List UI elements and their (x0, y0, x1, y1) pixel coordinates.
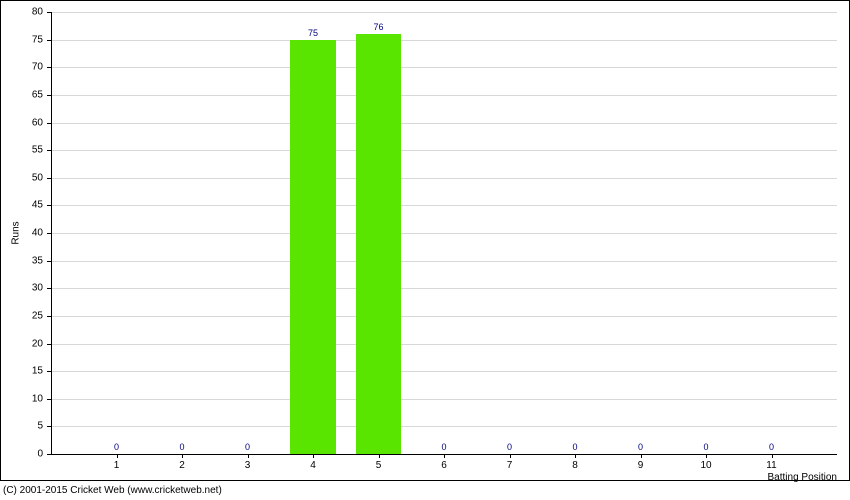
gridline (51, 150, 837, 151)
y-tick-label: 35 (32, 255, 43, 266)
x-tick-mark (641, 454, 642, 458)
y-tick-label: 20 (32, 338, 43, 349)
y-tick-mark (47, 233, 51, 234)
y-tick-mark (47, 344, 51, 345)
x-tick-label: 6 (441, 460, 447, 471)
value-label: 0 (441, 442, 446, 452)
x-tick-label: 9 (638, 460, 644, 471)
y-tick-mark (47, 205, 51, 206)
y-tick-label: 70 (32, 62, 43, 73)
y-tick-mark (47, 261, 51, 262)
gridline (51, 40, 837, 41)
y-tick-label: 0 (37, 449, 43, 460)
x-tick-label: 11 (766, 460, 776, 471)
x-tick-label: 7 (507, 460, 513, 471)
y-tick-mark (47, 426, 51, 427)
y-tick-label: 45 (32, 200, 43, 211)
y-tick-label: 60 (32, 117, 43, 128)
gridline (51, 288, 837, 289)
y-tick-mark (47, 150, 51, 151)
y-tick-mark (47, 178, 51, 179)
gridline (51, 426, 837, 427)
value-label: 0 (703, 442, 708, 452)
y-tick-label: 55 (32, 145, 43, 156)
value-label: 0 (507, 442, 512, 452)
y-tick-label: 40 (32, 228, 43, 239)
x-tick-mark (248, 454, 249, 458)
x-tick-label: 5 (376, 460, 382, 471)
x-tick-mark (379, 454, 380, 458)
y-tick-mark (47, 40, 51, 41)
x-tick-label: 8 (572, 460, 578, 471)
gridline (51, 205, 837, 206)
value-label: 75 (308, 28, 318, 38)
gridline (51, 261, 837, 262)
y-tick-label: 80 (32, 7, 43, 18)
y-tick-label: 5 (37, 421, 43, 432)
value-label: 0 (114, 442, 119, 452)
gridline (51, 95, 837, 96)
y-tick-mark (47, 123, 51, 124)
y-tick-label: 75 (32, 34, 43, 45)
gridline (51, 233, 837, 234)
x-tick-mark (313, 454, 314, 458)
x-tick-mark (117, 454, 118, 458)
y-axis-line (51, 12, 52, 454)
y-tick-mark (47, 371, 51, 372)
bar (290, 40, 336, 454)
gridline (51, 178, 837, 179)
plot-area: 0 0 0 75 76 0 0 0 0 0 0 (51, 12, 837, 454)
value-label: 0 (769, 442, 774, 452)
gridline (51, 399, 837, 400)
gridline (51, 12, 837, 13)
y-tick-mark (47, 95, 51, 96)
x-axis-label: Batting Position (768, 472, 838, 483)
gridline (51, 371, 837, 372)
y-tick-label: 15 (32, 366, 43, 377)
y-tick-mark (47, 288, 51, 289)
y-tick-label: 25 (32, 310, 43, 321)
y-tick-label: 10 (32, 393, 43, 404)
value-label: 0 (572, 442, 577, 452)
x-tick-label: 4 (310, 460, 316, 471)
y-tick-mark (47, 12, 51, 13)
gridline (51, 316, 837, 317)
x-tick-mark (182, 454, 183, 458)
x-tick-mark (444, 454, 445, 458)
value-label: 0 (638, 442, 643, 452)
y-tick-label: 50 (32, 172, 43, 183)
gridline (51, 67, 837, 68)
bar (356, 34, 402, 454)
gridline (51, 344, 837, 345)
copyright-text: (C) 2001-2015 Cricket Web (www.cricketwe… (3, 485, 222, 496)
x-tick-label: 3 (245, 460, 251, 471)
x-tick-mark (706, 454, 707, 458)
y-axis-label: Runs (11, 221, 22, 244)
value-label: 0 (179, 442, 184, 452)
value-label: 0 (245, 442, 250, 452)
x-tick-label: 2 (179, 460, 185, 471)
y-tick-mark (47, 67, 51, 68)
y-tick-mark (47, 399, 51, 400)
x-tick-mark (772, 454, 773, 458)
y-tick-mark (47, 454, 51, 455)
x-tick-mark (510, 454, 511, 458)
value-label: 76 (373, 22, 383, 32)
y-tick-label: 65 (32, 89, 43, 100)
y-tick-label: 30 (32, 283, 43, 294)
x-tick-label: 1 (114, 460, 120, 471)
y-tick-mark (47, 316, 51, 317)
x-tick-label: 10 (700, 460, 711, 471)
x-tick-mark (575, 454, 576, 458)
gridline (51, 123, 837, 124)
